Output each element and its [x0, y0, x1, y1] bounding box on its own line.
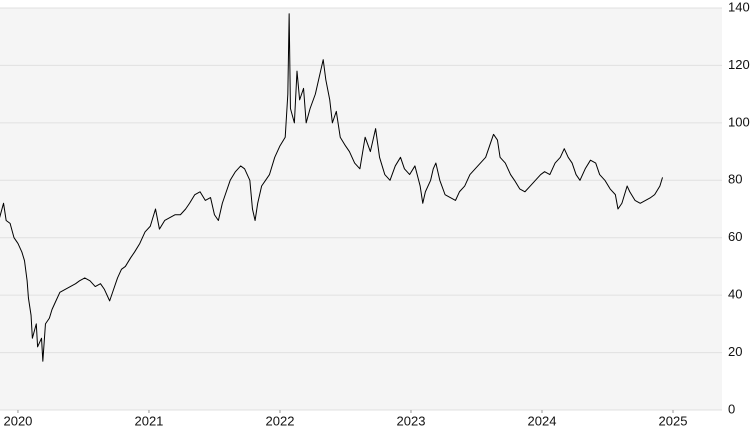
plot-background [0, 8, 722, 410]
y-tick-label: 40 [728, 287, 742, 302]
y-tick-label: 0 [728, 401, 735, 416]
x-tick-label: 2024 [528, 413, 557, 428]
y-tick-label: 120 [728, 57, 750, 72]
x-tick-label: 2022 [266, 413, 295, 428]
x-tick-label: 2023 [397, 413, 426, 428]
y-tick-label: 140 [728, 0, 750, 14]
y-tick-label: 100 [728, 114, 750, 129]
y-tick-label: 60 [728, 229, 742, 244]
x-tick-label: 2020 [3, 413, 32, 428]
price-line [0, 13, 663, 362]
x-tick-label: 2025 [659, 413, 688, 428]
y-tick-label: 80 [728, 172, 742, 187]
x-tick-label: 2021 [134, 413, 163, 428]
y-tick-label: 20 [728, 344, 742, 359]
